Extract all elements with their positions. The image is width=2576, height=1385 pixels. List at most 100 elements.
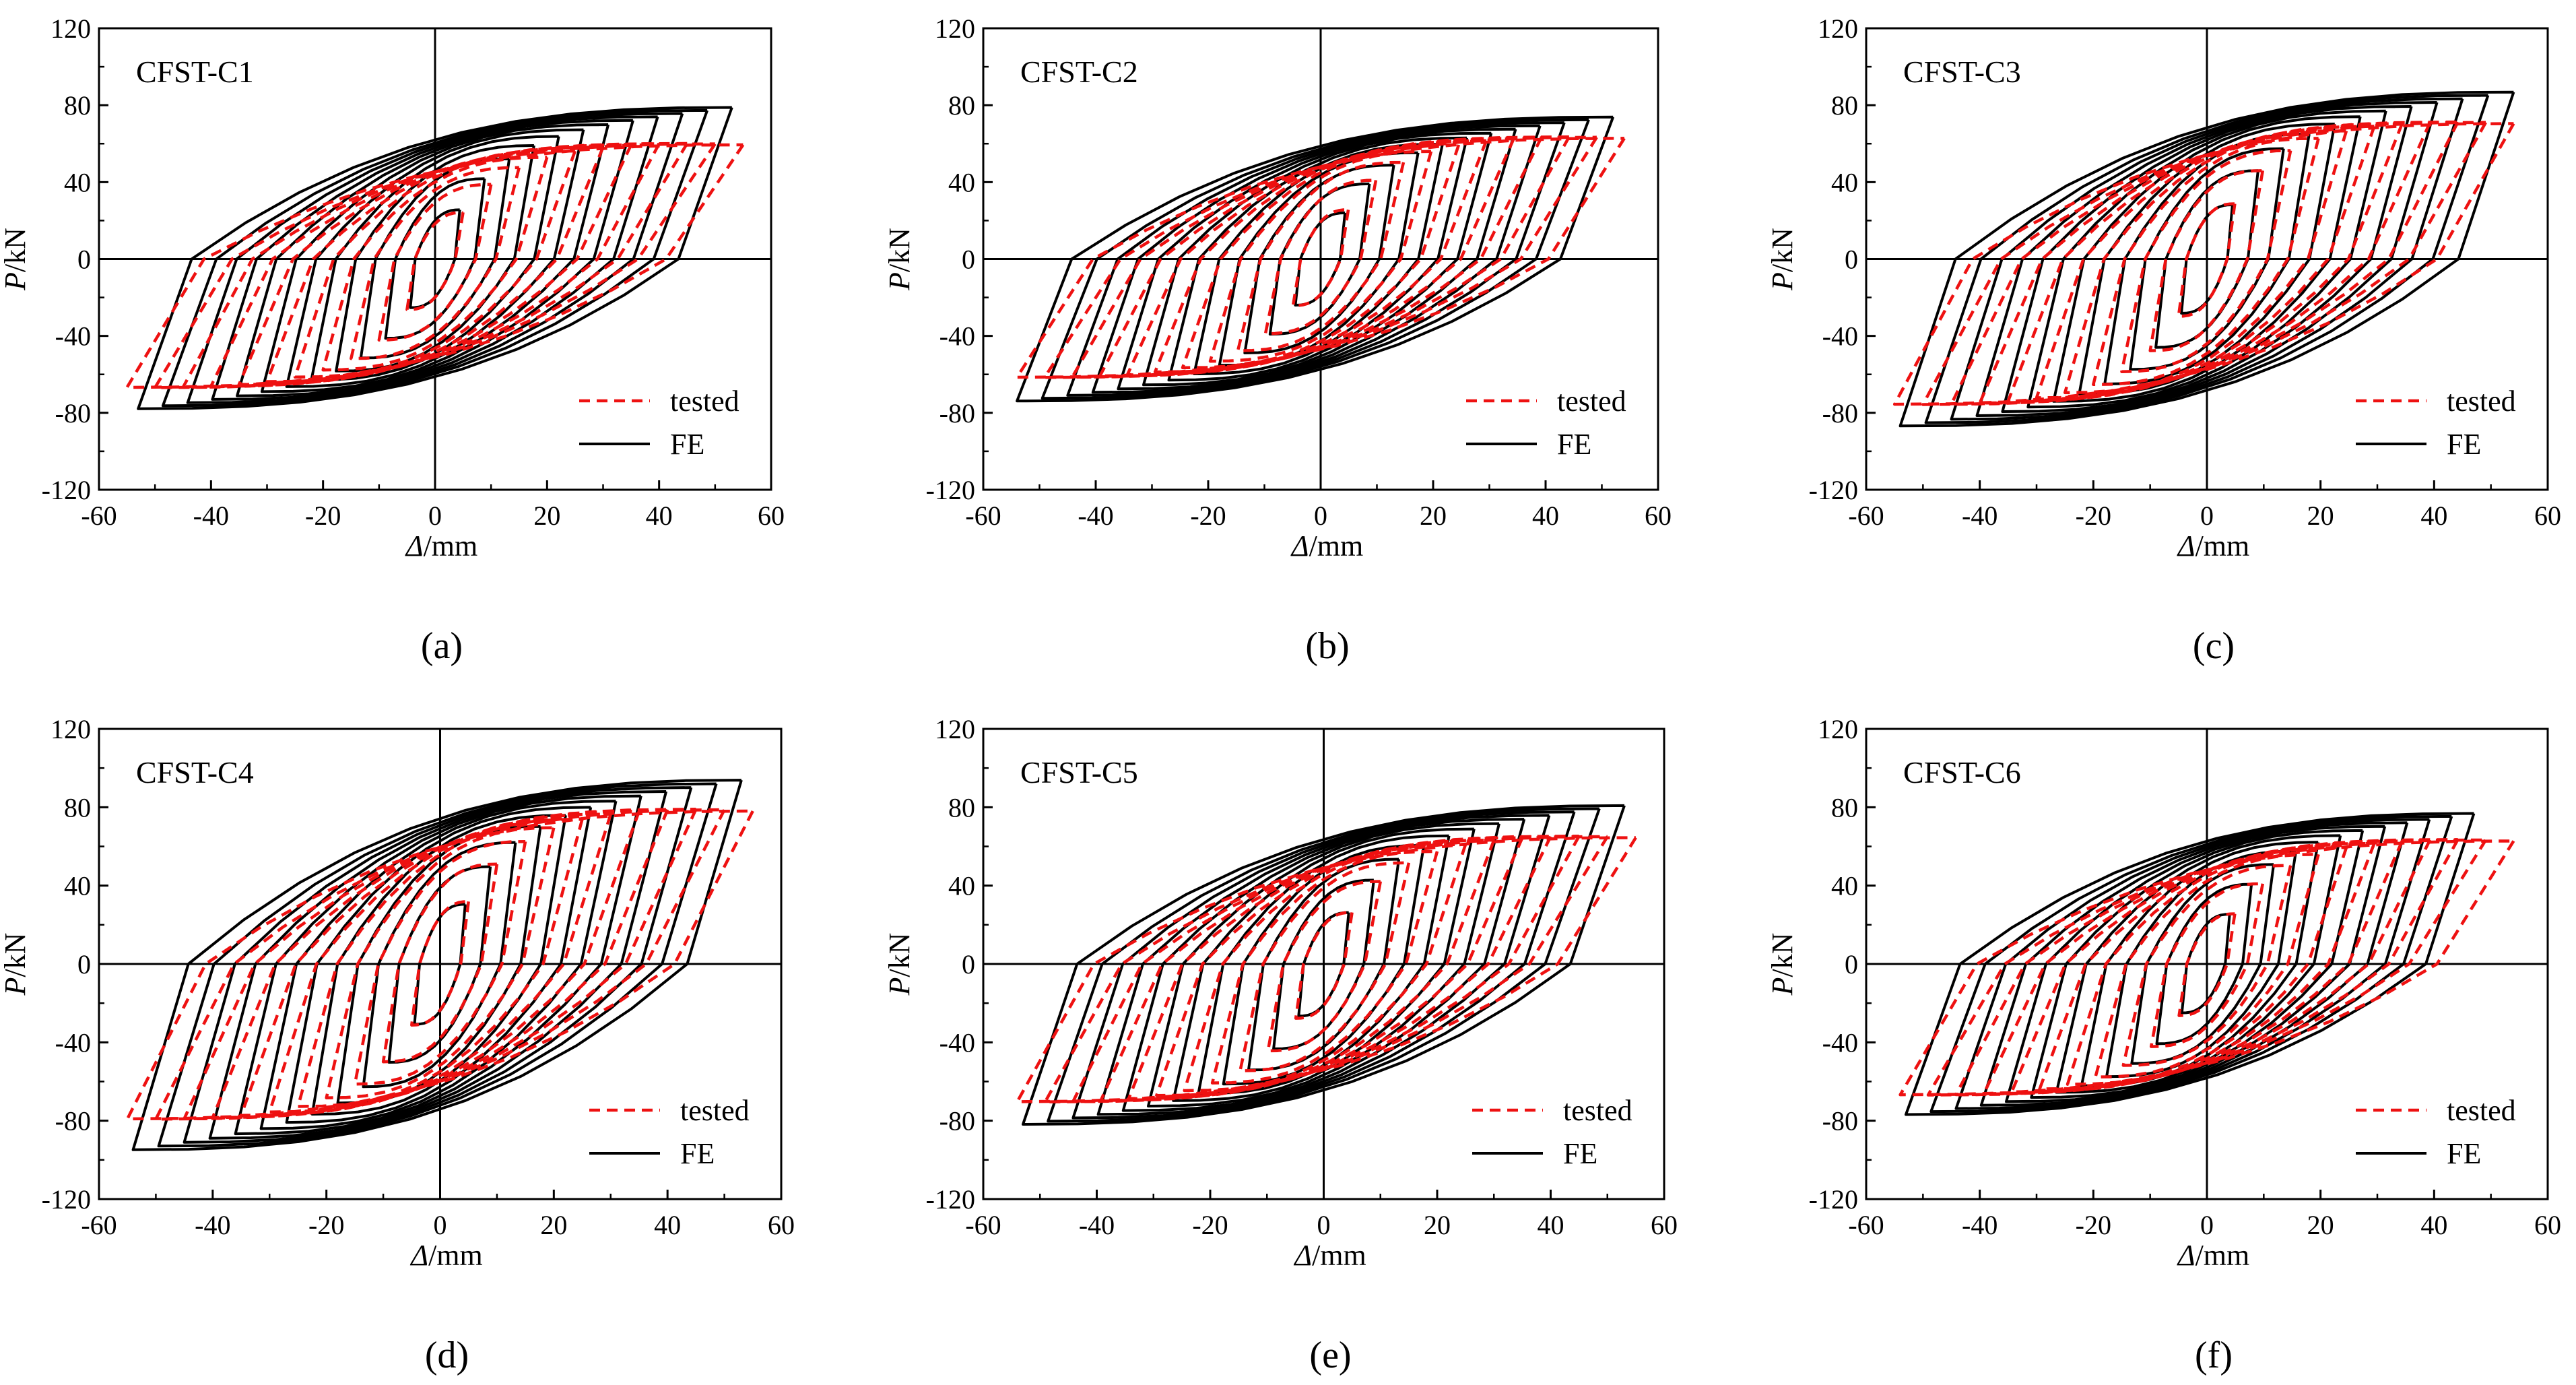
fe-loop-11 <box>1047 807 1601 1123</box>
fe-loop-7 <box>260 123 610 393</box>
x-axis-symbol: Δ <box>409 1239 428 1272</box>
legend-fe-label: FE <box>670 428 704 461</box>
y-tick-label: 0 <box>1845 245 1858 275</box>
x-tick-label: 0 <box>1314 501 1327 531</box>
tested-loop-11 <box>1015 137 1626 379</box>
tested-loop-3 <box>1236 160 1406 352</box>
x-axis-unit: /mm <box>2195 529 2250 562</box>
y-tick-label: 40 <box>64 871 91 901</box>
x-tick-label: -60 <box>81 501 117 531</box>
panel-f: -60 -40 -20 0 20 40 60-120-80-4004080120Δ/mmP/… <box>1766 714 2561 1376</box>
tested-loop-4 <box>2094 853 2320 1079</box>
x-tick-label: -40 <box>1079 1210 1115 1240</box>
y-axis-title: P/kN <box>1766 933 1799 996</box>
x-tick-label: 40 <box>1538 1210 1564 1240</box>
tested-loop-10 <box>1043 835 1609 1103</box>
curves <box>1016 804 1637 1126</box>
y-axis-symbol: P <box>0 977 32 996</box>
fe-loop-10 <box>183 786 693 1144</box>
fe-loop-3 <box>362 841 517 1089</box>
x-tick-label: -40 <box>193 501 229 531</box>
y-tick-label: -80 <box>1822 1106 1858 1136</box>
x-axis-title: Δ/mm <box>1290 529 1364 562</box>
x-tick-label: -40 <box>1962 1210 1997 1240</box>
x-tick-label: 60 <box>2534 501 2561 531</box>
y-axis-unit: /kN <box>1766 933 1799 977</box>
curves <box>125 779 754 1151</box>
x-tick-label: -20 <box>1190 501 1226 531</box>
tested-loop-4 <box>2092 137 2320 387</box>
y-tick-label: -80 <box>1822 398 1858 428</box>
legend-fe-label: FE <box>680 1137 715 1170</box>
legend-tested-label: tested <box>670 385 739 418</box>
fe-loop-10 <box>1066 121 1566 397</box>
x-tick-label: 60 <box>2534 1210 2561 1240</box>
y-tick-label: 40 <box>948 871 975 901</box>
y-axis-title: P/kN <box>883 933 916 996</box>
legend-tested-label: tested <box>1557 385 1626 418</box>
tested-loop-11 <box>125 809 754 1121</box>
y-axis-title: P/kN <box>0 933 32 996</box>
tested-loop-2 <box>1266 880 1383 1053</box>
panel-caption: (d) <box>425 1334 469 1376</box>
tested-loop-9 <box>1070 135 1571 379</box>
tested-loop-4 <box>1208 150 1433 363</box>
panel-d: -60 -40 -20 0 20 40 60-120-80-4004080120Δ/mmP/… <box>0 714 795 1376</box>
tested-loop-8 <box>1978 121 2432 405</box>
fe-loop-8 <box>1121 818 1526 1112</box>
x-axis-symbol: Δ <box>2177 529 2195 562</box>
x-tick-label: 40 <box>654 1210 681 1240</box>
x-tick-label: -40 <box>1078 501 1113 531</box>
tested-loop-4 <box>321 156 549 372</box>
fe-loop-11 <box>157 782 718 1148</box>
legend-tested-label: tested <box>2447 385 2516 418</box>
y-axis-title: P/kN <box>883 228 916 291</box>
y-tick-label: -120 <box>926 1184 975 1215</box>
tested-loop-6 <box>2035 125 2376 399</box>
y-tick-label: 0 <box>962 245 975 275</box>
tested-loop-3 <box>350 166 521 360</box>
y-tick-label: -40 <box>55 321 91 352</box>
tested-loop-4 <box>1210 849 1439 1085</box>
x-tick-label: -20 <box>2076 501 2111 531</box>
panel-caption: (e) <box>1309 1334 1351 1376</box>
y-axis-unit: /kN <box>0 933 32 977</box>
tested-loop-2 <box>1263 179 1378 335</box>
tested-loop-5 <box>296 817 584 1108</box>
y-axis-symbol: P <box>0 272 32 291</box>
x-tick-label: 20 <box>1424 1210 1451 1240</box>
x-tick-label: 0 <box>434 1210 447 1240</box>
y-tick-label: 0 <box>962 949 975 979</box>
x-tick-label: 0 <box>2200 501 2214 531</box>
y-tick-label: -40 <box>55 1027 91 1058</box>
x-tick-label: 0 <box>428 501 442 531</box>
y-tick-label: 80 <box>64 90 91 121</box>
fe-loop-7 <box>2030 829 2365 1099</box>
x-tick-label: 0 <box>1317 1210 1331 1240</box>
y-tick-label: 0 <box>77 245 91 275</box>
y-axis-title: P/kN <box>0 228 32 291</box>
y-tick-label: 120 <box>51 714 91 744</box>
panel-c: -60 -40 -20 0 20 40 60-120-80-4004080120Δ/mmP/… <box>1766 13 2561 667</box>
y-axis-title: P/kN <box>1766 228 1799 291</box>
y-tick-label: 120 <box>1818 13 1858 44</box>
curves <box>1015 115 1626 403</box>
y-tick-label: 40 <box>1831 167 1858 197</box>
legend-tested-label: tested <box>1563 1094 1632 1127</box>
x-axis-unit: /mm <box>424 529 478 562</box>
y-axis-symbol: P <box>1766 272 1799 291</box>
tested-loop-11 <box>1892 122 2515 406</box>
panel-caption: (f) <box>2195 1334 2233 1376</box>
curves <box>1892 90 2515 428</box>
fe-loop-5 <box>2078 123 2336 395</box>
panel-caption: (c) <box>2193 625 2235 667</box>
y-tick-label: -120 <box>926 475 975 505</box>
x-tick-label: -20 <box>305 501 341 531</box>
fe-loop-4 <box>335 144 535 373</box>
specimen-label: CFST-C2 <box>1020 55 1138 89</box>
legend-fe-label: FE <box>2447 428 2481 461</box>
y-tick-label: 120 <box>935 13 975 44</box>
x-axis-title: Δ/mm <box>2177 1239 2250 1272</box>
tested-loop-2 <box>381 862 499 1064</box>
